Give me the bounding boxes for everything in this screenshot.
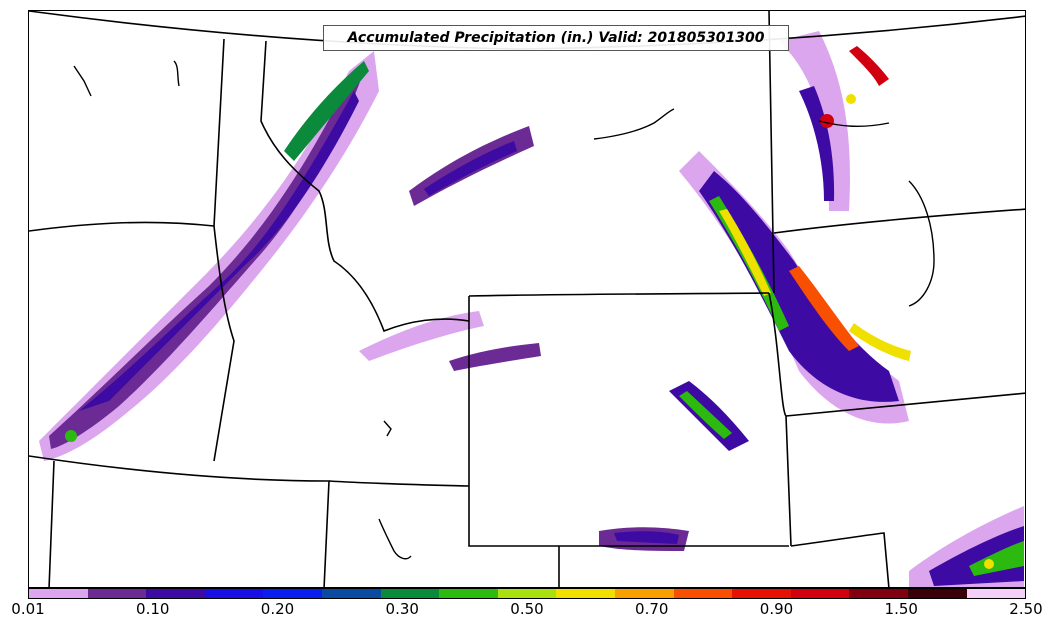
map-frame: Accumulated Precipitation (in.) Valid: 2…	[28, 10, 1026, 588]
colorbar-tick-label: 0.20	[260, 600, 295, 618]
colorbar-segment-13	[790, 589, 850, 598]
precipitation-map	[29, 11, 1025, 587]
colorbar-segment-7	[439, 589, 498, 598]
colorbar-tick-label: 0.01	[11, 600, 45, 618]
colorbar-segment-6	[380, 589, 440, 598]
colorbar-segment-0	[29, 589, 88, 598]
colorbar-segment-16	[966, 589, 1026, 598]
precip-field-plains-storms	[669, 151, 911, 451]
colorbar-segment-8	[497, 589, 557, 598]
colorbar-segment-4	[263, 589, 322, 598]
precip-field-south-central	[599, 527, 689, 551]
colorbar-tick-label: 0.10	[136, 600, 170, 618]
precip-field-southeast	[909, 506, 1024, 587]
state-boundaries	[29, 11, 1025, 587]
colorbar-tick-label: 0.90	[759, 600, 794, 618]
colorbar-segment-3	[204, 589, 264, 598]
colorbar-tick-label: 0.50	[510, 600, 544, 618]
map-title: Accumulated Precipitation (in.) Valid: 2…	[347, 30, 765, 46]
colorbar-tick-label: 1.50	[884, 600, 918, 618]
colorbar-segment-15	[907, 589, 967, 598]
colorbar-segment-2	[146, 589, 205, 598]
colorbar-segment-14	[849, 589, 908, 598]
precip-field-northeast	[779, 31, 889, 211]
colorbar-segment-5	[321, 589, 381, 598]
colorbar-segment-11	[673, 589, 733, 598]
colorbar-tick-label: 0.30	[385, 600, 419, 618]
colorbar-segment-10	[614, 589, 674, 598]
precip-field-northwest	[39, 51, 379, 461]
colorbar-segment-12	[732, 589, 791, 598]
map-title-box: Accumulated Precipitation (in.) Valid: 2…	[323, 25, 789, 51]
colorbar-tick-label: 2.50	[1009, 600, 1043, 618]
colorbar-tick-labels: 0.01 0.10 0.20 0.30 0.50 0.70 0.90 1.50 2.50	[0, 600, 1054, 630]
colorbar-segment-9	[556, 589, 615, 598]
colorbar-tick-label: 0.70	[635, 600, 669, 618]
colorbar-segment-1	[87, 589, 147, 598]
lakes-and-coastlines	[73, 60, 935, 560]
colorbar	[28, 588, 1026, 599]
precip-field-central-band	[359, 126, 541, 371]
